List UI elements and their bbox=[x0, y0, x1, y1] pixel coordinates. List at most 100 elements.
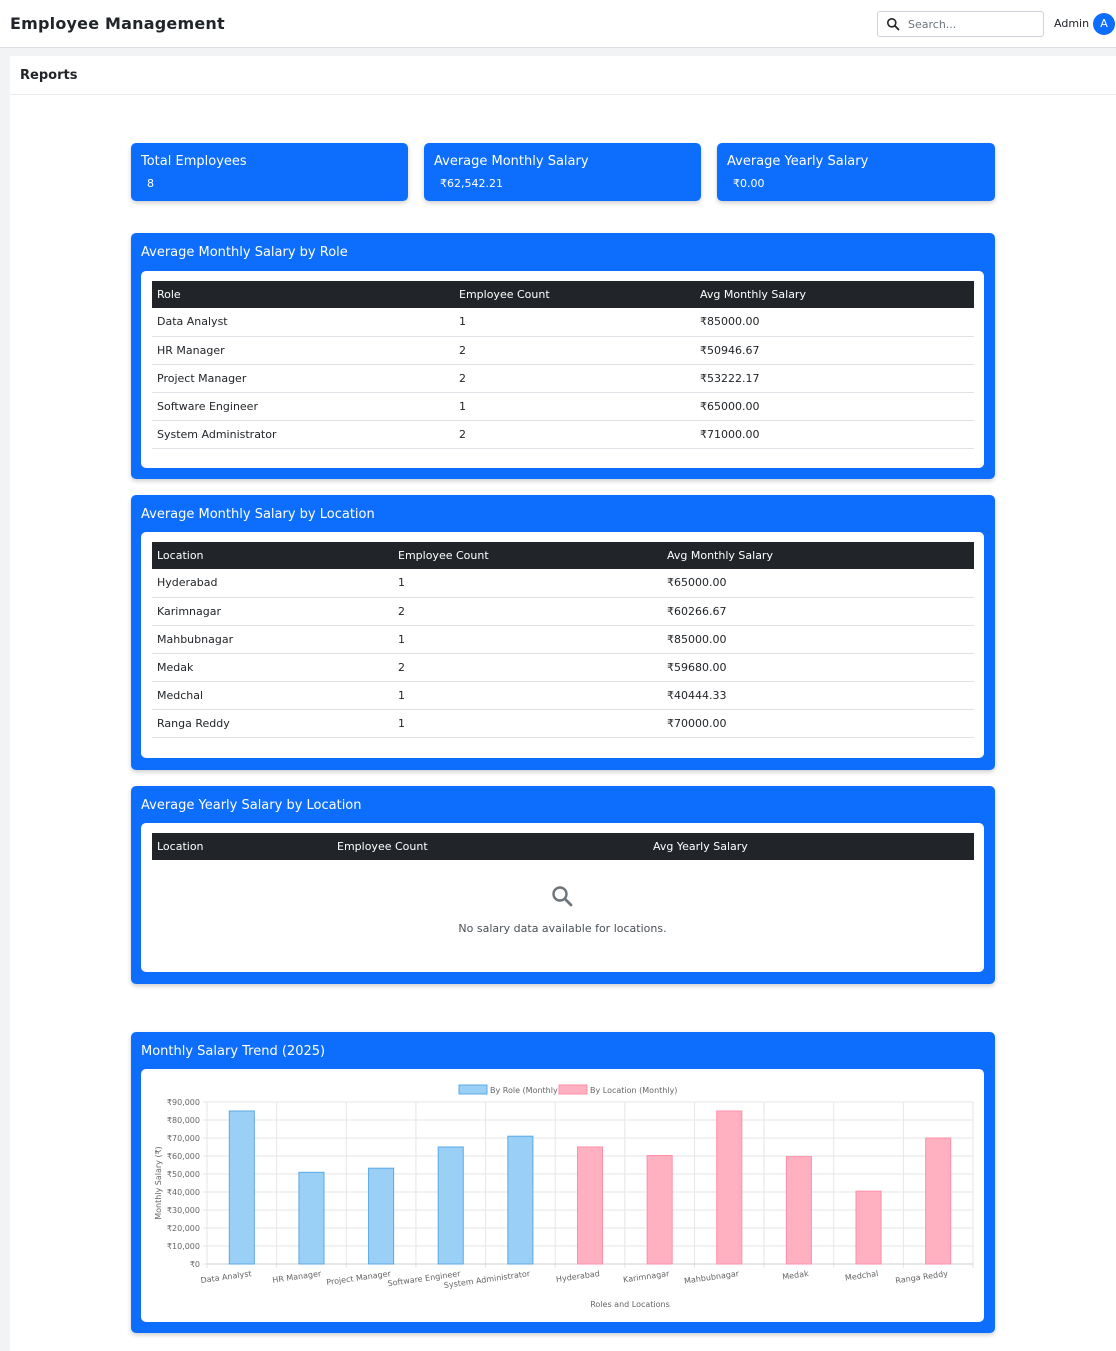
table-row: Medchal 1 ₹40444.33 bbox=[152, 681, 974, 710]
y-tick-label: ₹0 bbox=[190, 1260, 200, 1269]
panel-body: Location Employee Count Avg Monthly Sala… bbox=[141, 532, 984, 758]
stat-value: ₹0.00 bbox=[733, 177, 765, 190]
x-tick-label: Data Analyst bbox=[200, 1269, 252, 1285]
column-header: Location bbox=[152, 833, 332, 860]
table-row: HR Manager 2 ₹50946.67 bbox=[152, 336, 974, 365]
x-tick-label: Project Manager bbox=[326, 1269, 392, 1287]
chart-bar bbox=[785, 1156, 812, 1265]
table-cell: 1 bbox=[393, 625, 662, 654]
search-icon bbox=[887, 18, 900, 31]
table-cell: Hyderabad bbox=[152, 569, 393, 598]
column-header: Avg Monthly Salary bbox=[662, 542, 974, 569]
panel-title: Average Monthly Salary by Role bbox=[141, 245, 348, 260]
y-tick-label: ₹90,000 bbox=[167, 1098, 200, 1107]
stat-title: Average Monthly Salary bbox=[434, 154, 589, 169]
table-cell: 2 bbox=[454, 336, 695, 365]
x-tick-label: Hyderabad bbox=[555, 1269, 600, 1284]
avatar[interactable]: A bbox=[1093, 13, 1115, 35]
table-cell: ₹60266.67 bbox=[662, 597, 974, 626]
table-cell: Medchal bbox=[152, 681, 393, 710]
stat-value: ₹62,542.21 bbox=[440, 177, 503, 190]
table-row: Project Manager 2 ₹53222.17 bbox=[152, 364, 974, 393]
y-axis-title: Monthly Salary (₹) bbox=[154, 1146, 163, 1220]
chart-bar bbox=[507, 1135, 534, 1265]
panel-body: Location Employee Count Avg Yearly Salar… bbox=[141, 823, 984, 972]
table-cell: Karimnagar bbox=[152, 597, 393, 626]
chart-bar bbox=[576, 1146, 604, 1265]
legend-label: By Location (Monthly) bbox=[590, 1086, 677, 1095]
table-cell: ₹85000.00 bbox=[695, 308, 974, 337]
x-tick-label: Ranga Reddy bbox=[895, 1269, 949, 1285]
table-cell: ₹59680.00 bbox=[662, 653, 974, 682]
table-row: Karimnagar 2 ₹60266.67 bbox=[152, 597, 974, 626]
chart-bar bbox=[228, 1110, 255, 1265]
table-cell: 1 bbox=[393, 681, 662, 710]
table-cell: ₹50946.67 bbox=[695, 336, 974, 365]
empty-state-message: No salary data available for locations. bbox=[458, 922, 667, 935]
table-cell: ₹71000.00 bbox=[695, 420, 974, 449]
page-title: Reports bbox=[20, 68, 78, 83]
column-header: Employee Count bbox=[393, 542, 662, 569]
table-cell: ₹85000.00 bbox=[662, 625, 974, 654]
table-cell: Project Manager bbox=[152, 364, 454, 393]
chart-bar bbox=[298, 1171, 325, 1265]
chart-bar bbox=[646, 1155, 673, 1265]
column-header: Location bbox=[152, 542, 393, 569]
y-tick-label: ₹70,000 bbox=[167, 1134, 200, 1143]
table-row: Data Analyst 1 ₹85000.00 bbox=[152, 308, 974, 337]
table-row: Mahbubnagar 1 ₹85000.00 bbox=[152, 625, 974, 654]
column-header: Employee Count bbox=[454, 281, 695, 308]
table-cell: Data Analyst bbox=[152, 308, 454, 337]
table-cell: 1 bbox=[454, 392, 695, 421]
x-tick-label: HR Manager bbox=[272, 1269, 323, 1285]
search-box[interactable] bbox=[877, 11, 1044, 37]
legend-label: By Role (Monthly) bbox=[490, 1086, 561, 1095]
table-cell: System Administrator bbox=[152, 420, 454, 449]
table-cell: ₹65000.00 bbox=[695, 392, 974, 421]
table-row: Ranga Reddy 1 ₹70000.00 bbox=[152, 709, 974, 738]
panel-title: Average Yearly Salary by Location bbox=[141, 798, 362, 813]
app-title: Employee Management bbox=[10, 14, 225, 33]
yearly-salary-table: Location Employee Count Avg Yearly Salar… bbox=[152, 833, 974, 860]
panel-body: ₹0 ₹10,000 ₹20,000 ₹30,000 ₹40,000 ₹50,000 ₹60… bbox=[141, 1069, 984, 1322]
x-tick-label: Medak bbox=[782, 1269, 810, 1282]
table-cell: 1 bbox=[454, 308, 695, 337]
stat-card-avg-monthly-salary: Average Monthly Salary ₹62,542.21 bbox=[424, 143, 701, 201]
user-label[interactable]: Admin bbox=[1054, 17, 1090, 30]
table-cell: ₹40444.33 bbox=[662, 681, 974, 710]
panel-yearly-salary-by-location: Average Yearly Salary by Location Locati… bbox=[131, 786, 995, 984]
y-tick-label: ₹10,000 bbox=[167, 1242, 200, 1251]
table-row: System Administrator 2 ₹71000.00 bbox=[152, 420, 974, 449]
x-axis-title: Roles and Locations bbox=[590, 1300, 670, 1309]
x-tick-label: Karimnagar bbox=[623, 1269, 671, 1284]
stat-card-total-employees: Total Employees 8 bbox=[131, 143, 408, 201]
table-row: Medak 2 ₹59680.00 bbox=[152, 653, 974, 682]
y-tick-label: ₹60,000 bbox=[167, 1152, 200, 1161]
stat-card-avg-yearly-salary: Average Yearly Salary ₹0.00 bbox=[717, 143, 995, 201]
page-header: Reports bbox=[10, 56, 1116, 95]
location-salary-table: Location Employee Count Avg Monthly Sala… bbox=[152, 542, 974, 738]
chart-bar bbox=[437, 1146, 464, 1265]
panel-title: Monthly Salary Trend (2025) bbox=[141, 1044, 326, 1059]
table-cell: HR Manager bbox=[152, 336, 454, 365]
chart-bar bbox=[855, 1190, 882, 1265]
table-cell: ₹70000.00 bbox=[662, 709, 974, 738]
column-header: Avg Monthly Salary bbox=[695, 281, 974, 308]
table-cell: Software Engineer bbox=[152, 392, 454, 421]
legend-swatch bbox=[558, 1084, 588, 1095]
top-navbar: Employee Management Admin A bbox=[0, 0, 1116, 48]
table-cell: 2 bbox=[393, 653, 662, 682]
column-header: Employee Count bbox=[332, 833, 648, 860]
chart-bar bbox=[716, 1110, 743, 1265]
chart-bar bbox=[368, 1167, 395, 1265]
salary-trend-chart: ₹0 ₹10,000 ₹20,000 ₹30,000 ₹40,000 ₹50,000 ₹60… bbox=[154, 1084, 974, 1309]
x-tick-label: Medchal bbox=[844, 1269, 878, 1283]
table-cell: Ranga Reddy bbox=[152, 709, 393, 738]
stat-title: Average Yearly Salary bbox=[727, 154, 869, 169]
y-tick-label: ₹50,000 bbox=[167, 1170, 200, 1179]
x-tick-label: Mahbubnagar bbox=[683, 1269, 740, 1286]
table-row: Hyderabad 1 ₹65000.00 bbox=[152, 569, 974, 598]
search-input[interactable] bbox=[908, 15, 1038, 33]
y-tick-label: ₹20,000 bbox=[167, 1224, 200, 1233]
table-cell: ₹65000.00 bbox=[662, 569, 974, 598]
